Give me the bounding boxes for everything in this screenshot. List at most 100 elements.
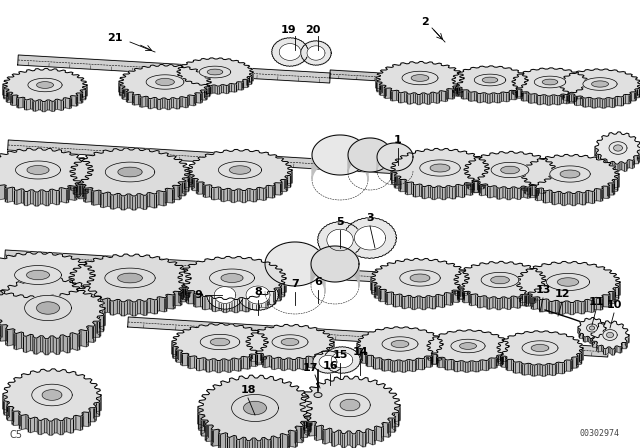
Polygon shape xyxy=(531,185,535,198)
Polygon shape xyxy=(540,364,543,376)
Polygon shape xyxy=(422,297,425,310)
Polygon shape xyxy=(566,360,570,371)
Polygon shape xyxy=(365,429,366,447)
Polygon shape xyxy=(8,89,9,100)
Polygon shape xyxy=(456,85,458,95)
Polygon shape xyxy=(451,359,454,370)
Polygon shape xyxy=(308,356,313,368)
Polygon shape xyxy=(262,438,264,448)
Polygon shape xyxy=(182,287,188,300)
Polygon shape xyxy=(47,419,49,435)
Polygon shape xyxy=(17,332,21,349)
Polygon shape xyxy=(266,346,267,359)
Polygon shape xyxy=(585,191,586,205)
Polygon shape xyxy=(471,183,473,195)
Polygon shape xyxy=(597,337,599,343)
Polygon shape xyxy=(219,433,221,448)
Polygon shape xyxy=(199,358,203,370)
Polygon shape xyxy=(636,89,639,98)
Polygon shape xyxy=(271,38,308,66)
Polygon shape xyxy=(60,188,61,202)
Polygon shape xyxy=(237,189,240,201)
Polygon shape xyxy=(580,96,582,105)
Polygon shape xyxy=(363,432,365,447)
Polygon shape xyxy=(431,352,433,363)
Polygon shape xyxy=(30,296,33,310)
Polygon shape xyxy=(63,98,65,108)
Polygon shape xyxy=(635,89,636,99)
Polygon shape xyxy=(105,268,155,288)
Polygon shape xyxy=(295,427,297,446)
Polygon shape xyxy=(188,291,193,304)
Polygon shape xyxy=(608,293,610,306)
Polygon shape xyxy=(90,284,91,299)
Polygon shape xyxy=(90,278,94,293)
Polygon shape xyxy=(113,194,117,209)
Polygon shape xyxy=(547,96,550,105)
Polygon shape xyxy=(570,192,573,206)
Polygon shape xyxy=(454,290,458,302)
Polygon shape xyxy=(587,324,597,332)
Polygon shape xyxy=(228,188,230,201)
Polygon shape xyxy=(629,159,632,168)
Polygon shape xyxy=(392,414,396,431)
Polygon shape xyxy=(284,283,285,297)
Polygon shape xyxy=(486,184,488,195)
Polygon shape xyxy=(496,186,497,199)
Polygon shape xyxy=(11,93,13,104)
Polygon shape xyxy=(445,359,447,370)
Polygon shape xyxy=(99,190,101,205)
Polygon shape xyxy=(541,281,546,293)
Polygon shape xyxy=(124,194,127,210)
Polygon shape xyxy=(415,184,420,197)
Polygon shape xyxy=(463,90,467,99)
Polygon shape xyxy=(295,358,297,370)
Polygon shape xyxy=(381,426,383,441)
Polygon shape xyxy=(6,325,8,342)
Polygon shape xyxy=(497,94,500,103)
Polygon shape xyxy=(603,346,604,354)
Polygon shape xyxy=(234,435,236,448)
Polygon shape xyxy=(452,86,454,98)
Polygon shape xyxy=(269,291,274,305)
Polygon shape xyxy=(374,285,375,298)
Polygon shape xyxy=(26,334,31,353)
Polygon shape xyxy=(301,408,305,423)
Polygon shape xyxy=(120,194,122,210)
Polygon shape xyxy=(362,349,363,361)
Polygon shape xyxy=(612,98,614,108)
Polygon shape xyxy=(199,414,204,431)
Polygon shape xyxy=(376,78,380,89)
Polygon shape xyxy=(596,345,598,352)
Polygon shape xyxy=(506,356,507,368)
Polygon shape xyxy=(596,151,598,161)
Polygon shape xyxy=(189,95,194,106)
Polygon shape xyxy=(483,173,487,185)
Polygon shape xyxy=(179,288,180,303)
Polygon shape xyxy=(42,390,62,400)
Polygon shape xyxy=(184,175,189,190)
Polygon shape xyxy=(97,396,101,412)
Polygon shape xyxy=(556,300,558,313)
Polygon shape xyxy=(38,296,40,312)
Polygon shape xyxy=(511,296,514,307)
Polygon shape xyxy=(205,358,207,372)
Polygon shape xyxy=(260,348,262,361)
Polygon shape xyxy=(65,98,69,108)
Polygon shape xyxy=(400,176,401,189)
Polygon shape xyxy=(437,349,441,361)
Polygon shape xyxy=(532,185,536,196)
Polygon shape xyxy=(28,418,31,433)
Polygon shape xyxy=(31,417,35,433)
Polygon shape xyxy=(387,292,392,305)
Polygon shape xyxy=(287,173,291,186)
Polygon shape xyxy=(525,363,528,375)
Polygon shape xyxy=(79,287,80,302)
Polygon shape xyxy=(300,422,301,439)
Polygon shape xyxy=(516,362,519,373)
Polygon shape xyxy=(262,347,266,360)
Polygon shape xyxy=(390,360,392,372)
Polygon shape xyxy=(473,178,474,190)
Polygon shape xyxy=(90,276,95,291)
Polygon shape xyxy=(340,399,360,411)
